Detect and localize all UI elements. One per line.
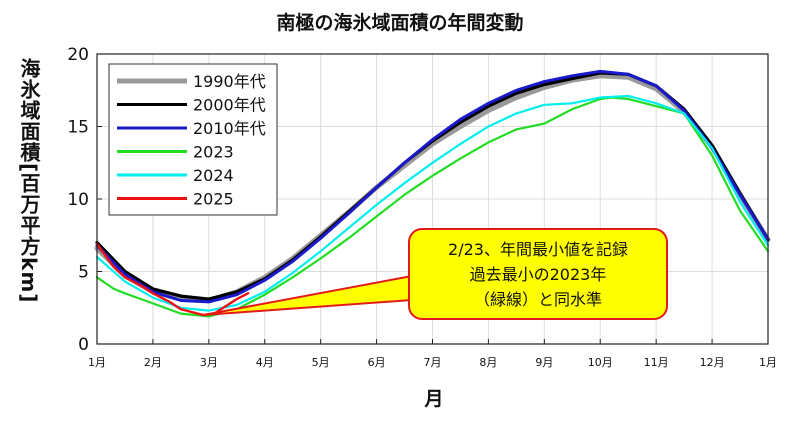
annotation-line-2: 過去最小の2023年 (469, 264, 607, 284)
x-tick-label: 1月 (88, 356, 106, 369)
x-tick-label: 8月 (479, 356, 497, 369)
x-tick-label: 1月 (759, 356, 777, 369)
legend-label: 2024 (193, 166, 234, 185)
x-tick-label: 9月 (535, 356, 553, 369)
x-tick-label: 6月 (368, 356, 386, 369)
series-line (95, 69, 770, 304)
y-tick-label: 5 (78, 263, 89, 283)
y-tick-label: 15 (67, 118, 89, 138)
annotation-line-3: （緑線）と同水準 (473, 289, 602, 309)
legend-label: 2023 (193, 143, 234, 162)
legend-label: 2000年代 (193, 96, 266, 115)
series-line (95, 94, 770, 312)
annotation-line-1: 2/23、年間最小値を記録 (448, 239, 628, 259)
series-lines (94, 69, 771, 318)
x-tick-label: 7月 (424, 356, 442, 369)
chart-title: 南極の海氷域面積の年間変動 (276, 12, 524, 34)
plot-frame (96, 53, 769, 345)
y-tick-label: 20 (67, 45, 89, 65)
y-tick-label: 10 (67, 190, 89, 210)
x-tick-label: 11月 (644, 356, 669, 369)
legend: 1990年代 2000年代 2010年代 2023 2024 2025 (108, 63, 278, 216)
series-line (95, 96, 770, 318)
x-tick-label: 3月 (200, 356, 218, 369)
x-axis-label: 月 (424, 388, 444, 410)
annotation-callout: 2/23、年間最小値を記録 過去最小の2023年 （緑線）と同水準 (408, 228, 668, 320)
legend-label: 2025 (193, 190, 234, 209)
legend-label: 2010年代 (193, 119, 266, 138)
x-tick-label: 10月 (588, 356, 613, 369)
x-tick-label: 12月 (700, 356, 725, 369)
x-tick-label: 2月 (144, 356, 162, 369)
x-tick-label: 4月 (256, 356, 274, 369)
x-tick-label: 5月 (312, 356, 330, 369)
legend-box (108, 63, 278, 216)
y-tick-label: 0 (78, 335, 89, 355)
series-line (95, 242, 250, 317)
legend-label: 1990年代 (193, 72, 266, 91)
y-axis-label: 海氷域面積[百万平方km] (17, 58, 41, 304)
